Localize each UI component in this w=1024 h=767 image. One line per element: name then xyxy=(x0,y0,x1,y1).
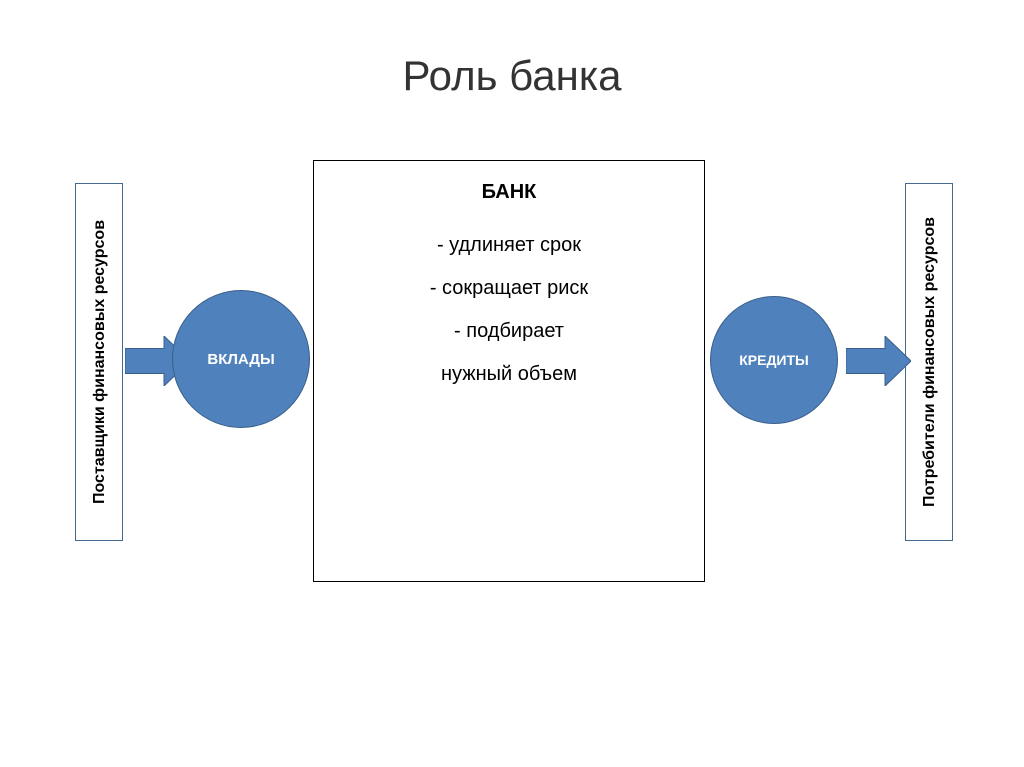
credits-circle: КРЕДИТЫ xyxy=(710,296,838,424)
credits-label: КРЕДИТЫ xyxy=(739,352,809,368)
diagram-title: Роль банка xyxy=(0,52,1024,100)
center-box: БАНК - удлиняет срок - сокращает риск - … xyxy=(313,160,705,582)
left-box: Поставщики финансовых ресурсов xyxy=(75,183,123,541)
center-item-3: нужный объем xyxy=(314,363,704,386)
center-item-0: - удлиняет срок xyxy=(314,234,704,257)
center-item-2: - подбирает xyxy=(314,320,704,343)
deposits-label: ВКЛАДЫ xyxy=(207,351,274,368)
arrow-right-icon xyxy=(846,336,911,386)
center-box-title: БАНК xyxy=(314,181,704,204)
center-item-1: - сокращает риск xyxy=(314,277,704,300)
left-box-label: Поставщики финансовых ресурсов xyxy=(91,212,109,512)
deposits-circle: ВКЛАДЫ xyxy=(172,290,310,428)
right-box-label: Потребители финансовых ресурсов xyxy=(921,212,939,512)
right-box: Потребители финансовых ресурсов xyxy=(905,183,953,541)
